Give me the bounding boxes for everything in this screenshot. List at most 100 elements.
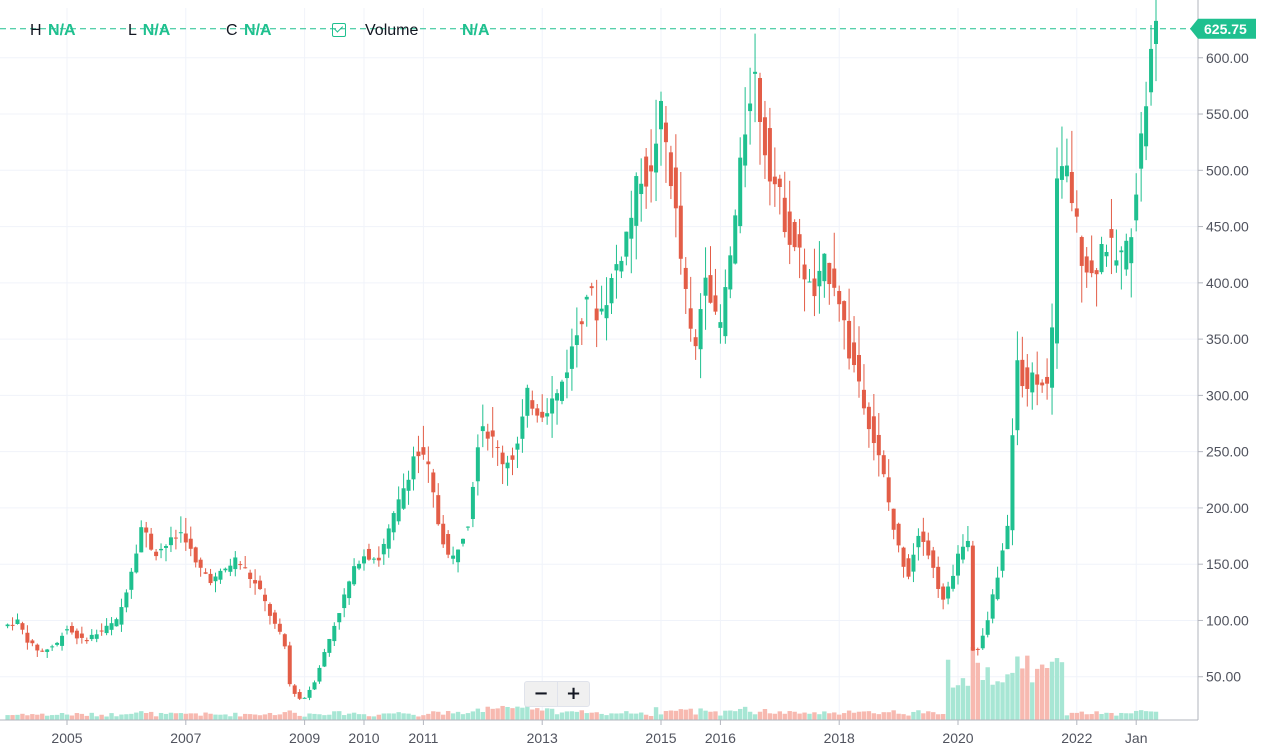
volume-bar xyxy=(574,711,580,720)
candle-body xyxy=(352,566,357,585)
candle-body xyxy=(599,308,604,312)
volume-bar xyxy=(500,705,505,720)
volume-bar xyxy=(559,712,565,720)
volume-bar xyxy=(896,713,901,720)
volume-bar xyxy=(1148,711,1154,720)
volume-bar xyxy=(678,709,683,720)
volume-bar xyxy=(252,714,258,720)
volume-bar xyxy=(1039,664,1045,720)
candle-body xyxy=(238,564,243,566)
volume-bar xyxy=(381,713,386,720)
volume-bars xyxy=(5,646,1159,720)
volume-bar xyxy=(1020,668,1025,720)
volume-bar xyxy=(762,709,768,720)
candle-body xyxy=(802,264,807,280)
candle-body xyxy=(1134,194,1139,221)
volume-bar xyxy=(346,713,352,720)
volume-bar xyxy=(317,714,322,720)
candle-body xyxy=(233,557,238,570)
candle-body xyxy=(1035,374,1040,385)
candle-body xyxy=(50,646,55,648)
volume-bar xyxy=(817,714,822,720)
volume-bar xyxy=(1035,668,1040,720)
volume-bar xyxy=(74,713,80,720)
candle-body xyxy=(20,623,25,630)
volume-bar xyxy=(871,713,877,720)
candle-body xyxy=(644,156,649,187)
candle-body xyxy=(386,528,391,549)
legend-volume-label: Volume xyxy=(365,22,419,39)
candle-body xyxy=(228,565,233,572)
candle-body xyxy=(762,117,767,156)
volume-bar xyxy=(1143,711,1149,720)
y-tick-label: 450.00 xyxy=(1206,219,1249,235)
candle-body xyxy=(411,456,416,480)
volume-bar xyxy=(5,715,10,720)
volume-bar xyxy=(84,715,89,720)
volume-bar xyxy=(703,710,708,720)
candle-body xyxy=(45,649,50,652)
volume-bar xyxy=(619,713,624,720)
volume-bar xyxy=(827,713,832,720)
volume-bar xyxy=(302,716,307,720)
volume-bar xyxy=(515,706,520,720)
volume-bar xyxy=(950,687,956,720)
candle-body xyxy=(144,527,149,533)
candle-body xyxy=(609,278,614,304)
volume-bar xyxy=(1089,714,1094,720)
volume-bar xyxy=(460,714,466,720)
volume-bar xyxy=(851,712,857,720)
volume-checkbox[interactable] xyxy=(332,23,346,37)
candle-body xyxy=(668,152,673,187)
candle-body xyxy=(223,568,228,571)
volume-bar xyxy=(554,714,560,720)
volume-bar xyxy=(262,714,268,720)
candle-body xyxy=(708,275,713,303)
x-tick-label: 2022 xyxy=(1061,730,1092,746)
candle-body xyxy=(164,546,168,548)
volume-bar xyxy=(421,715,426,720)
candle-body xyxy=(243,567,248,569)
candle-body xyxy=(40,650,45,652)
zoom-in-button[interactable]: + xyxy=(557,682,589,706)
x-tick-label: 2011 xyxy=(408,730,438,746)
volume-bar xyxy=(856,711,862,720)
volume-bar xyxy=(708,711,713,720)
candle-body xyxy=(639,183,644,195)
volume-bar xyxy=(49,715,55,720)
candle-body xyxy=(396,499,401,522)
volume-bar xyxy=(396,712,401,720)
volume-bar xyxy=(282,712,287,720)
candle-body xyxy=(1089,260,1094,274)
candle-body xyxy=(906,558,911,577)
candle-body xyxy=(149,533,154,550)
volume-bar xyxy=(569,711,575,720)
candle-body xyxy=(272,612,277,624)
candle-body xyxy=(94,634,99,639)
candle-body xyxy=(84,640,89,642)
volume-bar xyxy=(881,712,886,720)
candle-body xyxy=(584,296,589,300)
zoom-out-button[interactable]: − xyxy=(525,682,557,706)
candle-body xyxy=(248,572,253,579)
volume-bar xyxy=(450,713,456,720)
candle-body xyxy=(193,547,198,563)
candle-body xyxy=(342,594,347,609)
volume-bar xyxy=(876,714,881,720)
volume-bar xyxy=(1153,711,1159,720)
candle-body xyxy=(451,555,456,559)
y-tick-label: 50.00 xyxy=(1206,669,1241,685)
volume-bar xyxy=(955,685,961,720)
candle-body xyxy=(634,176,639,226)
candle-body xyxy=(564,372,569,379)
candle-body xyxy=(728,255,733,290)
volume-bar xyxy=(1114,715,1119,720)
volume-bar xyxy=(371,716,377,720)
candle-body xyxy=(267,604,272,616)
x-tick-label: Jan xyxy=(1125,730,1148,746)
volume-bar xyxy=(45,715,50,720)
candle-body xyxy=(381,543,386,555)
ohlc-legend: H N/A L N/A C N/A Volume N/A xyxy=(0,18,520,44)
